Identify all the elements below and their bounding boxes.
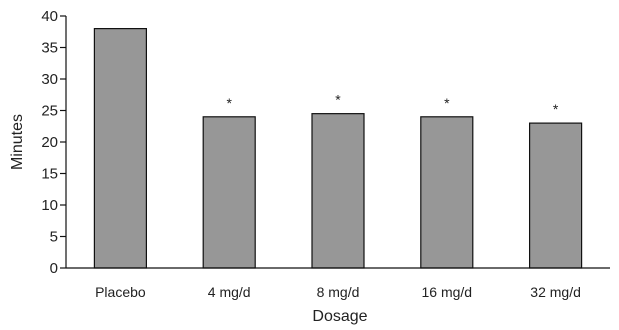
bar-2 xyxy=(202,116,256,269)
annotations-group: * * * * xyxy=(226,92,558,117)
x-tick-label: Placebo xyxy=(95,284,146,300)
bar-4 xyxy=(420,116,474,269)
y-tick-label: 15 xyxy=(41,166,58,183)
y-tick-label: 0 xyxy=(50,260,58,277)
y-tick-label: 30 xyxy=(41,71,58,88)
y-tick-label: 10 xyxy=(41,197,58,214)
y-tick-label: 20 xyxy=(41,134,58,151)
significance-marker: * xyxy=(444,95,450,111)
y-axis-title: Minutes xyxy=(9,114,26,170)
y-tick-label: 5 xyxy=(50,229,58,246)
bar-5 xyxy=(528,122,583,269)
y-tick-label: 35 xyxy=(41,40,58,57)
significance-marker: * xyxy=(226,95,232,111)
bars-group xyxy=(93,28,583,269)
x-tick-label: 16 mg/d xyxy=(422,284,473,300)
x-axis: Placebo 4 mg/d 8 mg/d 16 mg/d 32 mg/d xyxy=(66,267,610,300)
y-tick-label: 25 xyxy=(41,103,58,120)
x-tick-label: 8 mg/d xyxy=(317,284,360,300)
y-tick-label: 40 xyxy=(41,8,58,25)
significance-marker: * xyxy=(553,101,559,117)
x-tick-label: 4 mg/d xyxy=(208,284,251,300)
significance-marker: * xyxy=(335,92,341,108)
y-axis: 0 5 10 15 20 25 30 35 40 xyxy=(41,8,67,277)
x-tick-label: 32 mg/d xyxy=(530,284,581,300)
x-axis-title: Dosage xyxy=(312,308,367,325)
bar-3 xyxy=(311,113,365,269)
bar-1 xyxy=(93,28,148,269)
